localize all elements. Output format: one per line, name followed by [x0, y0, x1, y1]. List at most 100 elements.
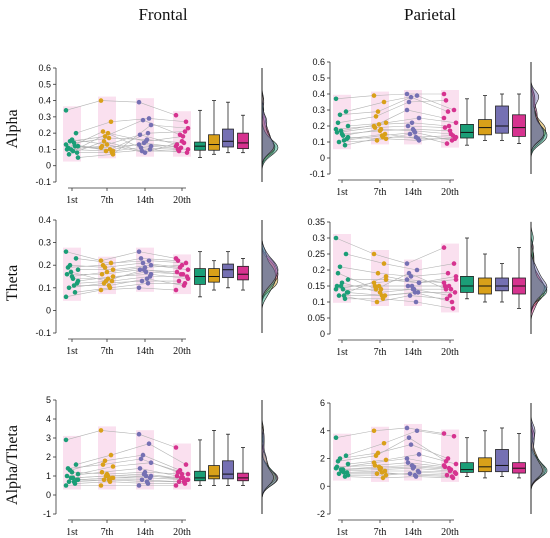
x-tick-label-1st: 1st — [66, 195, 78, 206]
point-14th — [148, 460, 154, 466]
point-7th — [379, 293, 385, 298]
point-7th — [376, 464, 382, 470]
point-20th — [181, 479, 187, 485]
point-14th — [146, 116, 152, 121]
subject-line — [77, 124, 189, 158]
point-7th — [376, 283, 382, 289]
subject-line — [65, 251, 177, 261]
point-7th — [383, 277, 389, 282]
point-14th — [405, 460, 411, 465]
point-20th — [179, 262, 185, 268]
point-7th — [100, 462, 106, 467]
point-1st — [75, 471, 81, 477]
point-1st — [345, 277, 351, 282]
point-7th — [103, 278, 109, 284]
point-7th — [108, 260, 114, 266]
y-tick-label: 0 — [320, 153, 325, 163]
point-14th — [136, 431, 142, 437]
point-20th — [181, 140, 187, 146]
subject-line — [335, 237, 445, 264]
point-7th — [100, 129, 106, 134]
y-tick-label: 0.4 — [38, 215, 51, 225]
point-1st — [336, 293, 342, 298]
y-tick-label: 0 — [46, 161, 51, 171]
point-7th — [98, 287, 104, 293]
point-7th — [98, 98, 104, 103]
box-7th — [208, 465, 220, 480]
point-20th — [173, 287, 179, 293]
point-7th — [371, 460, 377, 465]
subject-line — [74, 282, 185, 293]
point-1st — [337, 264, 343, 270]
point-1st — [75, 267, 81, 273]
y-tick-label: 0.1 — [312, 297, 325, 307]
point-7th — [371, 251, 377, 257]
y-tick-label: 6 — [320, 398, 325, 408]
column-title-parietal: Parietal — [404, 5, 456, 24]
point-20th — [173, 445, 179, 450]
box-1st — [460, 275, 474, 293]
point-20th — [443, 286, 449, 292]
point-14th — [413, 299, 419, 305]
point-1st — [68, 269, 74, 275]
y-tick-label: -0.1 — [35, 328, 51, 338]
y-tick-label: 2 — [320, 454, 325, 464]
point-20th — [173, 483, 179, 488]
point-1st — [343, 251, 349, 257]
box-14th — [222, 263, 234, 279]
point-7th — [383, 120, 389, 126]
box-14th — [495, 277, 509, 292]
point-20th — [453, 471, 459, 477]
point-14th — [148, 473, 154, 479]
subject-line — [339, 96, 449, 116]
subject-line — [345, 253, 455, 271]
point-14th — [148, 262, 154, 268]
point-7th — [109, 278, 115, 284]
y-tick-label: 0 — [320, 329, 325, 339]
point-14th — [140, 260, 146, 266]
point-20th — [443, 458, 449, 464]
point-14th — [409, 463, 415, 468]
point-7th — [110, 464, 116, 469]
subject-line — [70, 473, 182, 479]
point-20th — [453, 134, 459, 140]
subject-line — [343, 132, 453, 141]
point-1st — [333, 96, 339, 102]
point-20th — [446, 123, 452, 129]
box-1st — [460, 462, 474, 473]
point-1st — [345, 123, 351, 129]
point-1st — [71, 479, 77, 485]
point-1st — [338, 283, 344, 289]
y-tick-label: 4 — [46, 414, 51, 424]
subject-line — [335, 93, 444, 100]
subject-line — [336, 125, 446, 133]
subject-line — [68, 280, 179, 289]
point-14th — [136, 483, 142, 488]
point-1st — [63, 249, 69, 254]
subject-line — [347, 454, 457, 465]
subject-line — [347, 117, 457, 127]
y-tick-label: 0.2 — [312, 265, 325, 275]
point-20th — [183, 462, 189, 467]
subject-line — [73, 137, 185, 144]
point-14th — [137, 466, 143, 471]
subject-line — [337, 100, 447, 124]
subject-line — [335, 109, 445, 130]
point-7th — [99, 469, 105, 475]
point-1st — [75, 477, 81, 483]
point-7th — [106, 283, 112, 288]
subject-line — [74, 278, 185, 286]
point-20th — [441, 463, 447, 468]
point-14th — [404, 456, 410, 461]
x-tick-label-1st: 1st — [336, 347, 348, 358]
point-20th — [175, 469, 181, 475]
subject-line — [339, 266, 449, 277]
y-tick-label: 4 — [320, 426, 325, 436]
point-20th — [453, 274, 459, 279]
point-14th — [413, 134, 419, 140]
y-tick-label: 0.5 — [312, 73, 325, 83]
point-1st — [342, 142, 348, 148]
point-1st — [65, 466, 71, 471]
subject-line — [348, 279, 457, 284]
